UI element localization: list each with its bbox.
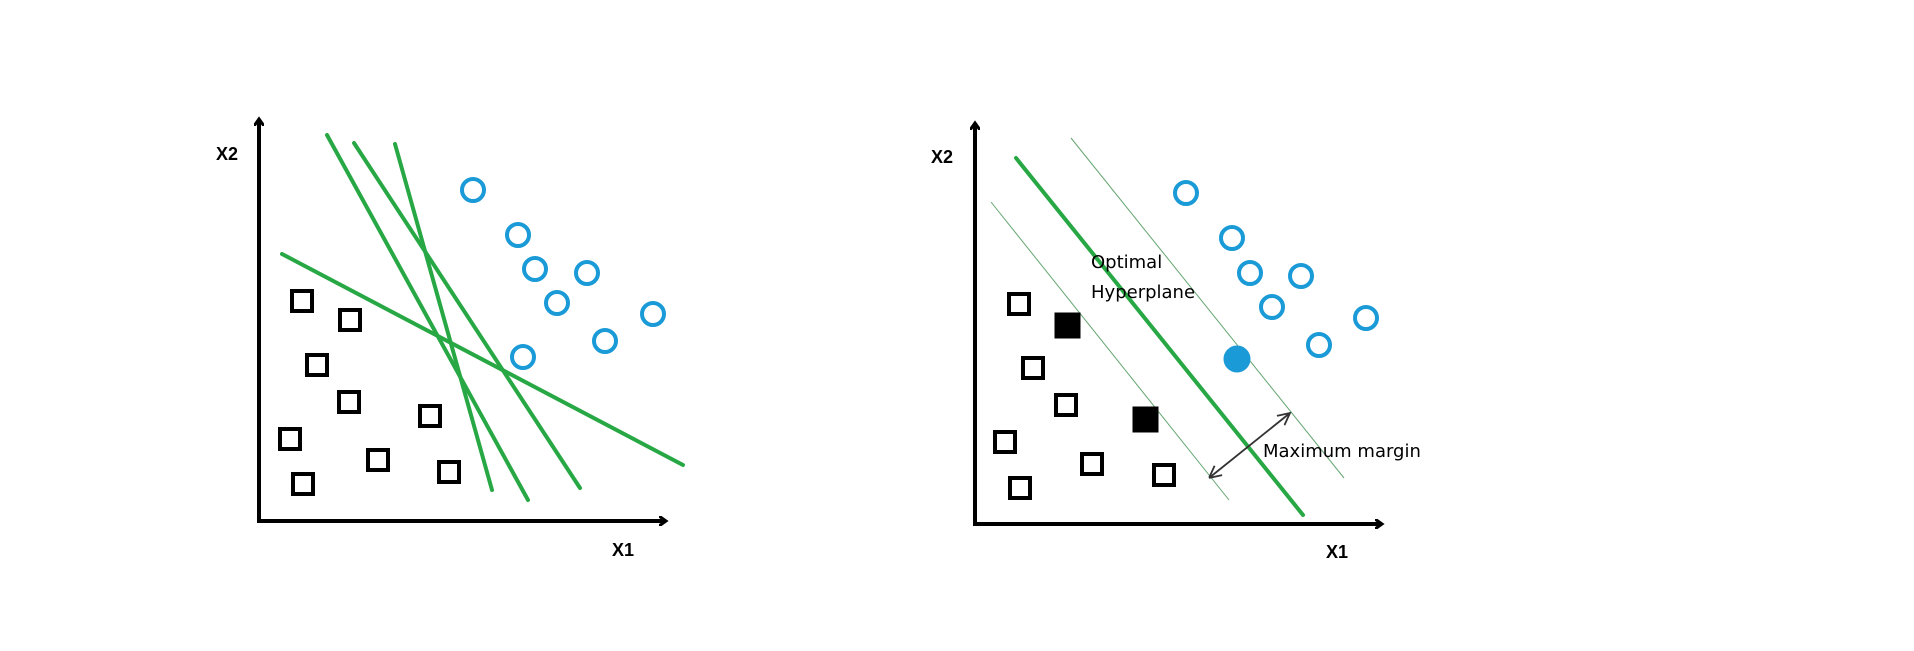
square-point (305, 353, 329, 377)
support-vector-square (1132, 406, 1159, 433)
margin-line-upper (1070, 137, 1345, 479)
hyperplane-label-line2: Hyperplane (1091, 282, 1195, 303)
left-squares (278, 289, 461, 496)
support-vector-square (1054, 312, 1081, 339)
square-point (338, 308, 362, 332)
support-vector-circle (1223, 345, 1251, 373)
right-y-axis-label: X2 (931, 147, 953, 167)
circle-point (544, 290, 570, 316)
support-vector-squares (1054, 312, 1159, 433)
circle-point (1237, 260, 1263, 286)
circle-point (1219, 225, 1245, 251)
candidate-line-4 (393, 142, 494, 492)
circle-point (460, 177, 486, 203)
square-point (1054, 393, 1078, 417)
circle-point (1173, 180, 1199, 206)
square-point (1021, 356, 1045, 380)
circle-point (1306, 332, 1332, 358)
square-point (1007, 292, 1031, 316)
candidate-line-3 (352, 141, 582, 490)
circle-point (1259, 294, 1285, 320)
square-point (1152, 463, 1176, 487)
margin-line-lower (990, 201, 1230, 501)
square-point (291, 472, 315, 496)
circle-point (1288, 263, 1314, 289)
right-panel: Optimal Hyperplane Maximum margin X2 X1 (931, 124, 1421, 562)
left-candidate-lines (280, 133, 685, 502)
square-point (418, 404, 442, 428)
circle-point (640, 301, 666, 327)
left-circles (460, 177, 666, 370)
margin-lines (990, 137, 1345, 501)
candidate-line-2 (325, 133, 530, 502)
left-x-axis-label: X1 (612, 540, 634, 560)
left-y-axis-label: X2 (216, 144, 238, 164)
square-point (1080, 452, 1104, 476)
right-axes (973, 124, 1381, 524)
maximum-margin-label: Maximum margin (1263, 441, 1421, 462)
circle-point (510, 344, 536, 370)
circle-point (574, 260, 600, 286)
circle-point (592, 328, 618, 354)
circle-point (505, 222, 531, 248)
square-point (993, 430, 1017, 454)
circle-point (1353, 305, 1379, 331)
square-point (337, 390, 361, 414)
right-circles (1173, 180, 1379, 358)
left-axes (257, 120, 665, 521)
maximum-margin-arrow (1209, 413, 1290, 478)
right-x-axis-label: X1 (1326, 542, 1348, 562)
square-point (437, 460, 461, 484)
candidate-line-1 (280, 252, 685, 467)
circle-point (522, 256, 548, 282)
square-point (278, 427, 302, 451)
square-point (290, 289, 314, 313)
hyperplane-label-line1: Optimal (1091, 252, 1162, 273)
square-point (1008, 476, 1032, 500)
right-squares (993, 292, 1176, 500)
square-point (366, 448, 390, 472)
left-panel: X2 X1 (216, 120, 685, 560)
